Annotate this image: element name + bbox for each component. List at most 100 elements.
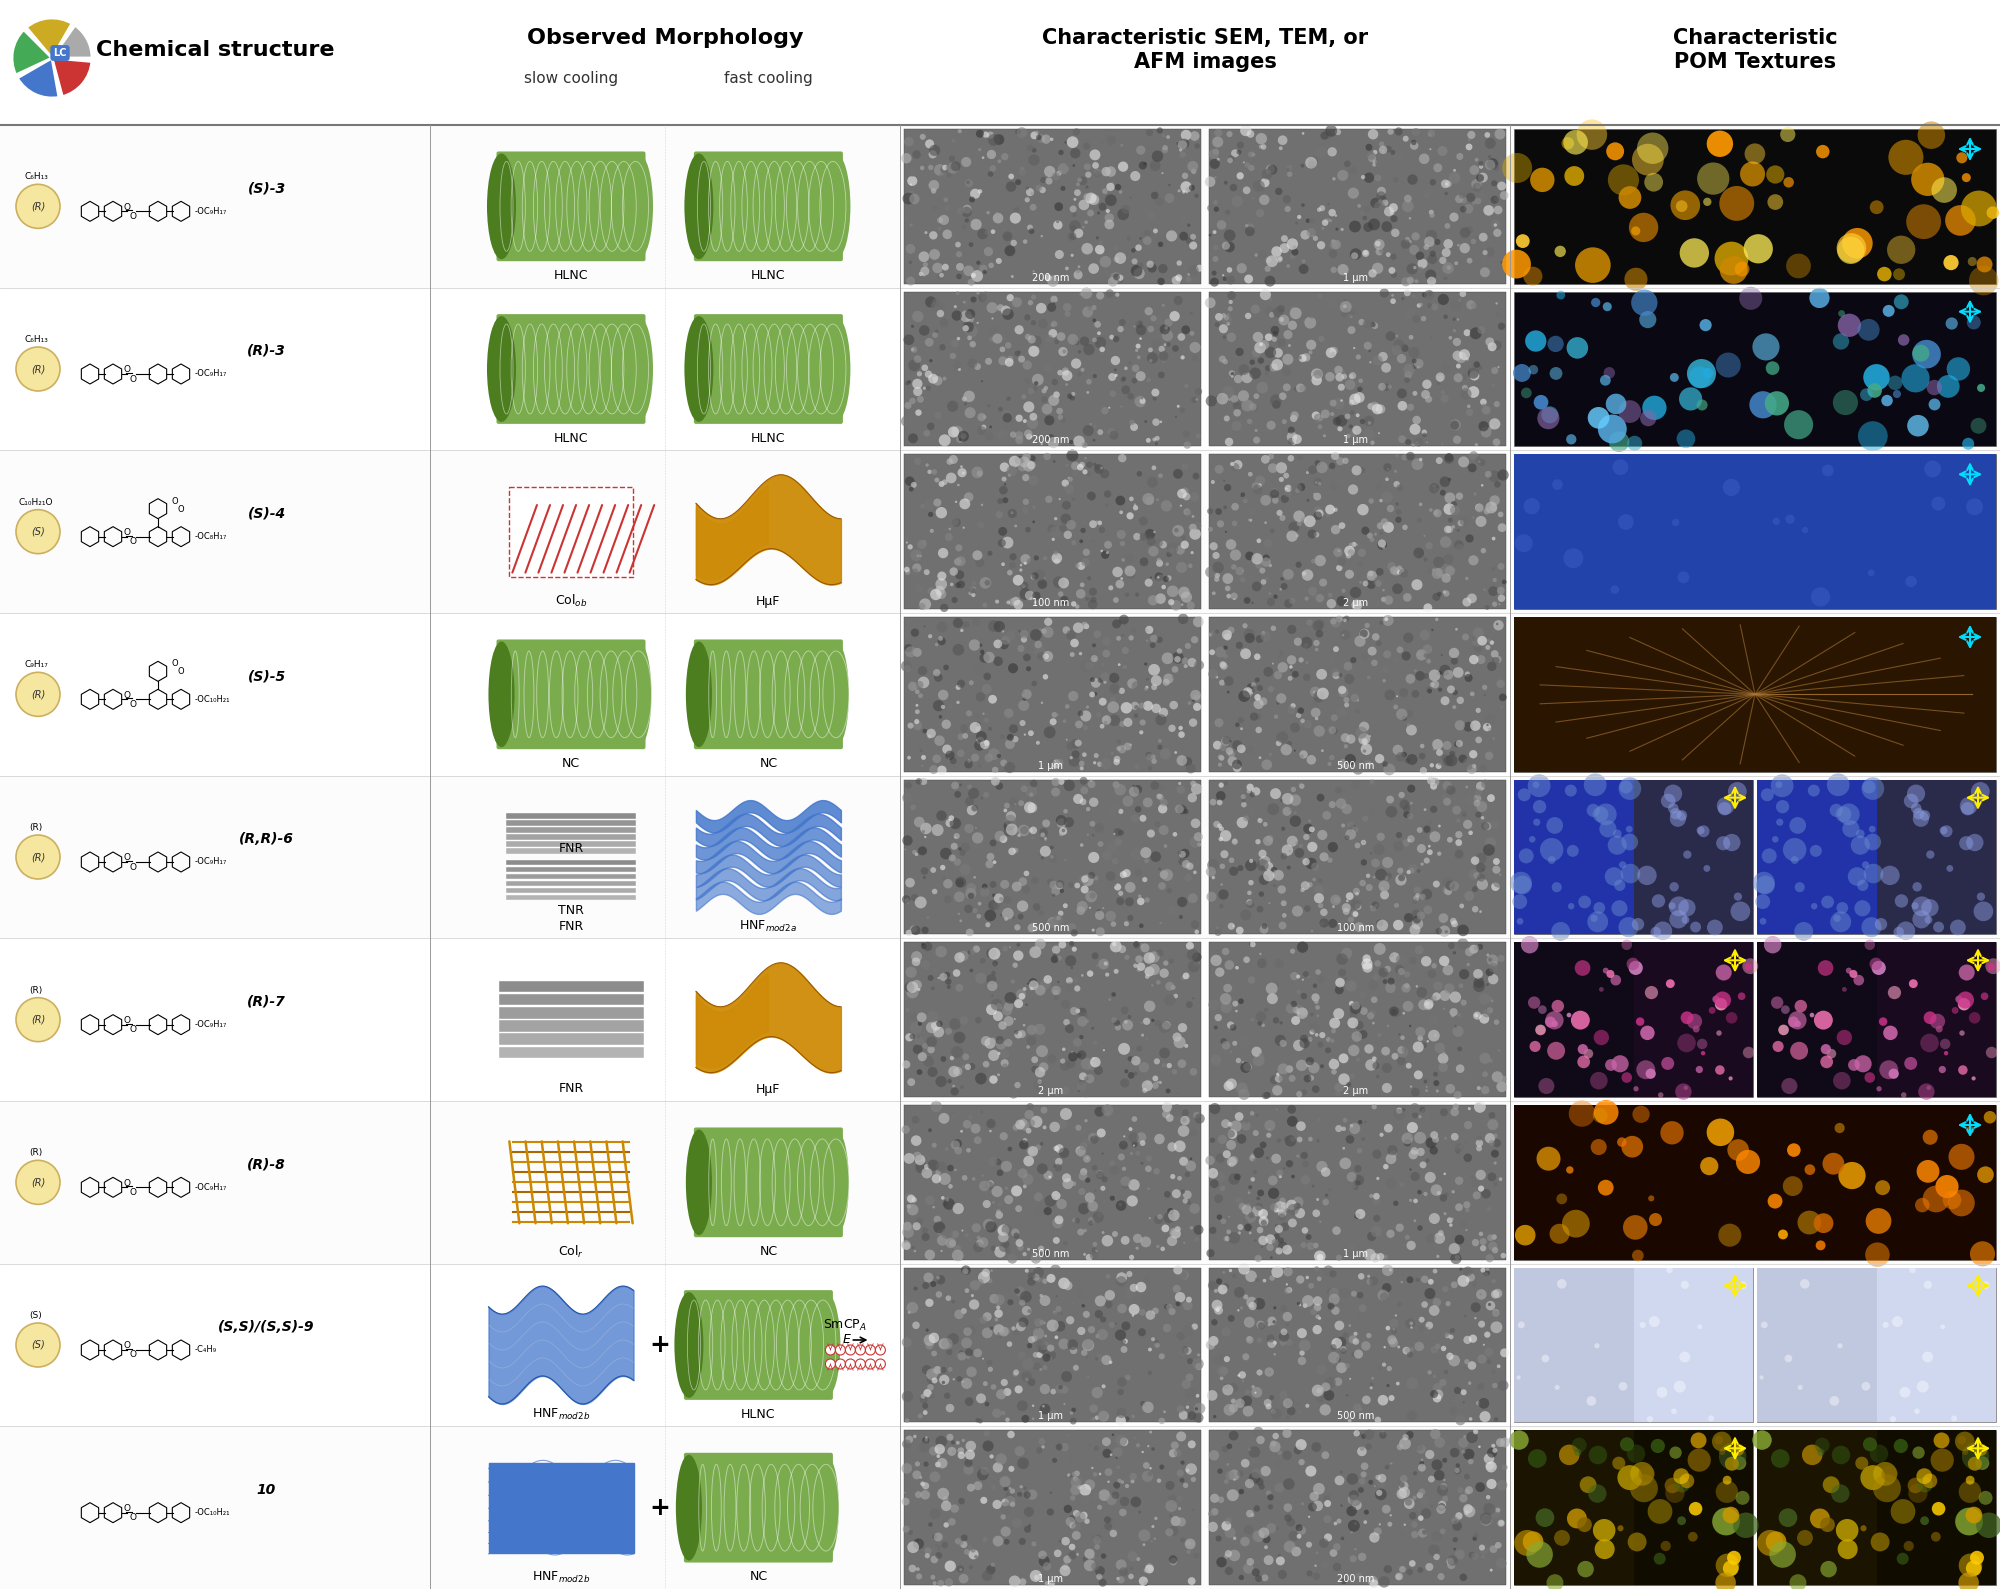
Circle shape (986, 432, 994, 440)
Bar (1758, 1430, 1996, 1584)
Circle shape (1080, 1012, 1088, 1020)
Circle shape (1498, 181, 1506, 191)
Circle shape (1066, 464, 1068, 467)
Circle shape (1288, 850, 1292, 852)
Circle shape (1366, 580, 1376, 590)
Circle shape (1224, 315, 1230, 321)
Text: O: O (124, 691, 132, 699)
Text: (S,S)/(S,S)-9: (S,S)/(S,S)-9 (218, 1320, 314, 1335)
Circle shape (1240, 494, 1242, 497)
Circle shape (1398, 1301, 1402, 1306)
Circle shape (1340, 760, 1348, 767)
Circle shape (1480, 1246, 1486, 1252)
Circle shape (1628, 213, 1658, 242)
Circle shape (1448, 502, 1454, 507)
Circle shape (1280, 650, 1284, 655)
Circle shape (1898, 334, 1910, 346)
Circle shape (1032, 680, 1036, 686)
Circle shape (1268, 802, 1280, 815)
Circle shape (926, 729, 936, 737)
Circle shape (1022, 1371, 1032, 1382)
Circle shape (1182, 326, 1190, 334)
Circle shape (1134, 764, 1140, 769)
Circle shape (1414, 1386, 1416, 1390)
Circle shape (974, 826, 978, 829)
Circle shape (1312, 375, 1322, 386)
Circle shape (1084, 164, 1090, 170)
Circle shape (1114, 969, 1118, 974)
Circle shape (1378, 1367, 1382, 1370)
Circle shape (946, 818, 954, 826)
Circle shape (1380, 890, 1390, 899)
Circle shape (1424, 604, 1432, 612)
Circle shape (1292, 1197, 1304, 1208)
Circle shape (976, 914, 982, 918)
Circle shape (1298, 1303, 1302, 1306)
Circle shape (1462, 1266, 1472, 1276)
Circle shape (1220, 1376, 1224, 1381)
Circle shape (1022, 1490, 1024, 1492)
Circle shape (1274, 869, 1276, 871)
Bar (506, 888, 636, 893)
Circle shape (1418, 1317, 1424, 1322)
Circle shape (1222, 386, 1234, 397)
Circle shape (1182, 972, 1190, 979)
Circle shape (1350, 1532, 1352, 1533)
Circle shape (1168, 1208, 1174, 1214)
Circle shape (1056, 221, 1060, 222)
Circle shape (1250, 305, 1260, 313)
Bar (1514, 1268, 1634, 1422)
Circle shape (1028, 731, 1034, 736)
Circle shape (1870, 1444, 1888, 1463)
Circle shape (1452, 1026, 1464, 1038)
Circle shape (982, 883, 988, 890)
Circle shape (1328, 203, 1330, 205)
Circle shape (1006, 294, 1014, 302)
Circle shape (1418, 1567, 1424, 1573)
Circle shape (1444, 454, 1454, 464)
Circle shape (1464, 672, 1470, 677)
Text: O: O (130, 1351, 136, 1360)
Circle shape (1030, 335, 1042, 346)
Bar (1758, 1268, 1876, 1422)
Circle shape (1106, 551, 1108, 555)
Circle shape (1342, 305, 1346, 308)
Circle shape (1038, 1063, 1048, 1073)
Circle shape (1088, 1217, 1096, 1224)
Circle shape (1320, 1031, 1326, 1038)
Circle shape (1916, 1160, 1940, 1182)
Circle shape (1474, 1103, 1482, 1111)
Circle shape (1248, 880, 1254, 885)
Circle shape (924, 1057, 934, 1066)
Circle shape (1254, 1255, 1262, 1262)
Circle shape (1286, 1003, 1296, 1014)
Bar (904, 617, 1200, 772)
Circle shape (1050, 845, 1054, 850)
Circle shape (1342, 804, 1352, 814)
Circle shape (1302, 1160, 1310, 1168)
Circle shape (984, 753, 994, 763)
Circle shape (1152, 418, 1160, 426)
Circle shape (1304, 823, 1314, 834)
Circle shape (1398, 569, 1408, 578)
Circle shape (1196, 399, 1198, 400)
Circle shape (1360, 1471, 1366, 1478)
Circle shape (1040, 1106, 1048, 1114)
Circle shape (1988, 963, 1994, 971)
Circle shape (1216, 1154, 1226, 1163)
Circle shape (942, 264, 948, 270)
Circle shape (902, 1243, 910, 1251)
Circle shape (1030, 597, 1032, 599)
Circle shape (1924, 1281, 1932, 1289)
Circle shape (1472, 764, 1476, 767)
Circle shape (1656, 1387, 1668, 1398)
Circle shape (1060, 1087, 1070, 1095)
Circle shape (1060, 828, 1068, 836)
Circle shape (1384, 1123, 1392, 1133)
Circle shape (1482, 869, 1484, 871)
Circle shape (1516, 918, 1524, 925)
Circle shape (924, 431, 930, 437)
Circle shape (1244, 162, 1250, 168)
Circle shape (1036, 133, 1046, 143)
Circle shape (1174, 416, 1178, 418)
